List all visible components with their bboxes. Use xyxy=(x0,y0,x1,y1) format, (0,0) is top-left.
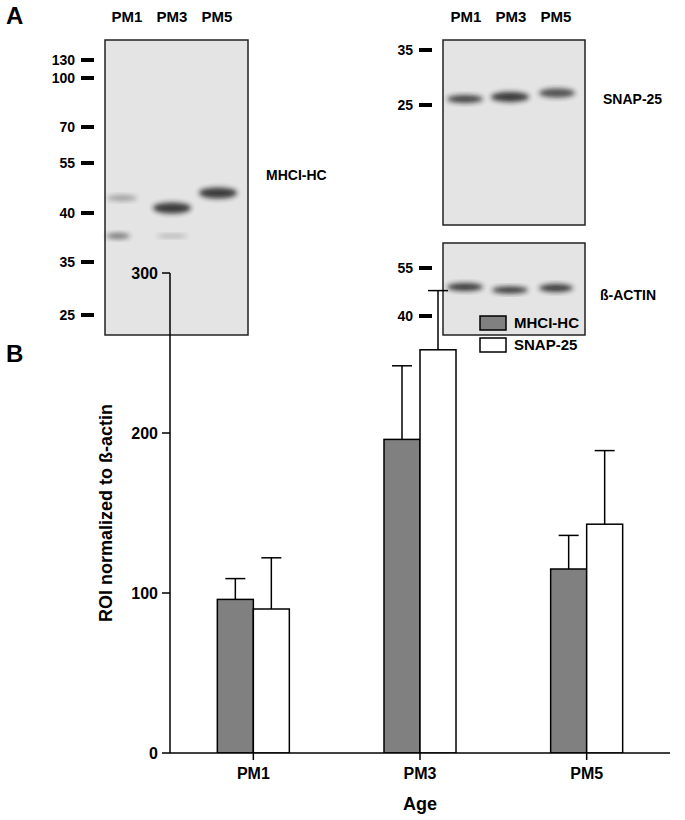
bar xyxy=(217,599,253,753)
marker-dash xyxy=(419,266,432,270)
panel-label: B xyxy=(6,340,23,367)
error-cap xyxy=(261,557,281,559)
x-tick xyxy=(419,753,421,760)
band xyxy=(492,287,528,294)
y-tick xyxy=(162,752,170,754)
band-label: ß-ACTIN xyxy=(600,287,656,303)
marker-label: 130 xyxy=(52,52,76,68)
band xyxy=(539,284,573,292)
error-stem xyxy=(568,535,570,569)
band xyxy=(106,233,130,239)
x-tick xyxy=(586,753,588,760)
blot-membrane xyxy=(443,243,585,335)
lane-label: PM3 xyxy=(157,8,188,25)
x-tick-label: PM1 xyxy=(237,765,270,782)
error-stem xyxy=(401,366,403,440)
y-tick xyxy=(162,592,170,594)
marker-label: 55 xyxy=(397,260,413,276)
lane-label: PM1 xyxy=(112,8,143,25)
marker-dash xyxy=(419,103,432,107)
error-cap xyxy=(559,535,579,537)
legend-label: MHCI-HC xyxy=(514,314,579,331)
y-tick xyxy=(162,272,170,274)
figure: A B PM1 PM3 PM5 130 100 70 55 40 35 25 MHCI-HC PM1 PM3… xyxy=(0,0,685,820)
blot-membrane xyxy=(443,40,585,225)
legend-label: SNAP-25 xyxy=(514,336,577,353)
band xyxy=(539,89,575,98)
marker-dash xyxy=(419,48,432,52)
marker-dash xyxy=(81,211,94,215)
blot xyxy=(443,40,585,225)
band xyxy=(199,188,237,199)
x-tick xyxy=(253,753,255,760)
error-bar xyxy=(595,451,615,525)
error-bar xyxy=(559,535,579,569)
error-bar xyxy=(225,579,245,600)
bar xyxy=(551,569,587,753)
error-stem xyxy=(235,579,237,600)
marker-dash xyxy=(81,313,94,317)
marker-dash xyxy=(81,76,94,80)
marker-label: 40 xyxy=(397,308,413,324)
bar xyxy=(384,439,420,753)
marker-label: 25 xyxy=(59,307,75,323)
marker-label: 70 xyxy=(59,119,75,135)
marker-dash xyxy=(81,125,94,129)
marker-label: 35 xyxy=(397,42,413,58)
error-stem xyxy=(437,291,439,350)
legend: MHCI-HC SNAP-25 xyxy=(480,314,579,353)
error-cap xyxy=(595,450,615,452)
marker-dash xyxy=(81,58,94,62)
error-stem xyxy=(271,558,273,609)
band xyxy=(447,283,483,291)
lane-label: PM3 xyxy=(496,8,527,25)
band xyxy=(491,92,529,102)
legend-swatch xyxy=(480,316,506,330)
lane-label: PM1 xyxy=(451,8,482,25)
x-tick-label: PM3 xyxy=(404,765,437,782)
error-bar xyxy=(428,291,448,350)
error-bar xyxy=(261,558,281,609)
band-label: MHCI-HC xyxy=(266,167,327,183)
band xyxy=(447,95,483,103)
bar xyxy=(253,609,289,753)
marker-label: 40 xyxy=(59,205,75,221)
bars xyxy=(217,291,622,753)
x-tick-label: PM5 xyxy=(570,765,603,782)
blot-membrane xyxy=(105,40,248,335)
panel-label: A xyxy=(6,2,23,29)
y-tick-label: 0 xyxy=(149,745,158,762)
blot xyxy=(105,40,248,335)
error-cap xyxy=(225,578,245,580)
marker-dash xyxy=(81,161,94,165)
marker-label: 35 xyxy=(59,254,75,270)
marker-dash xyxy=(419,314,432,318)
y-tick-label: 200 xyxy=(131,425,158,442)
y-axis xyxy=(169,273,171,753)
y-axis-label: ROI normalized to ß-actin xyxy=(96,404,116,622)
error-bar xyxy=(392,366,412,440)
error-cap xyxy=(392,365,412,367)
band xyxy=(157,234,187,238)
y-tick-label: 100 xyxy=(131,585,158,602)
marker-dash xyxy=(81,260,94,264)
marker-label: 55 xyxy=(59,155,75,171)
lane-label: PM5 xyxy=(202,8,233,25)
band xyxy=(153,203,191,214)
y-tick-label: 300 xyxy=(131,265,158,282)
error-stem xyxy=(604,451,606,525)
blot xyxy=(443,243,585,335)
band xyxy=(107,195,137,201)
marker-label: 100 xyxy=(52,70,76,86)
y-tick xyxy=(162,432,170,434)
marker-label: 25 xyxy=(397,97,413,113)
band-label: SNAP-25 xyxy=(603,91,662,107)
bar xyxy=(420,350,456,753)
bar xyxy=(587,524,623,753)
x-axis-label: Age xyxy=(403,794,437,814)
lane-label: PM5 xyxy=(541,8,572,25)
error-cap xyxy=(428,290,448,292)
legend-swatch xyxy=(480,338,506,352)
